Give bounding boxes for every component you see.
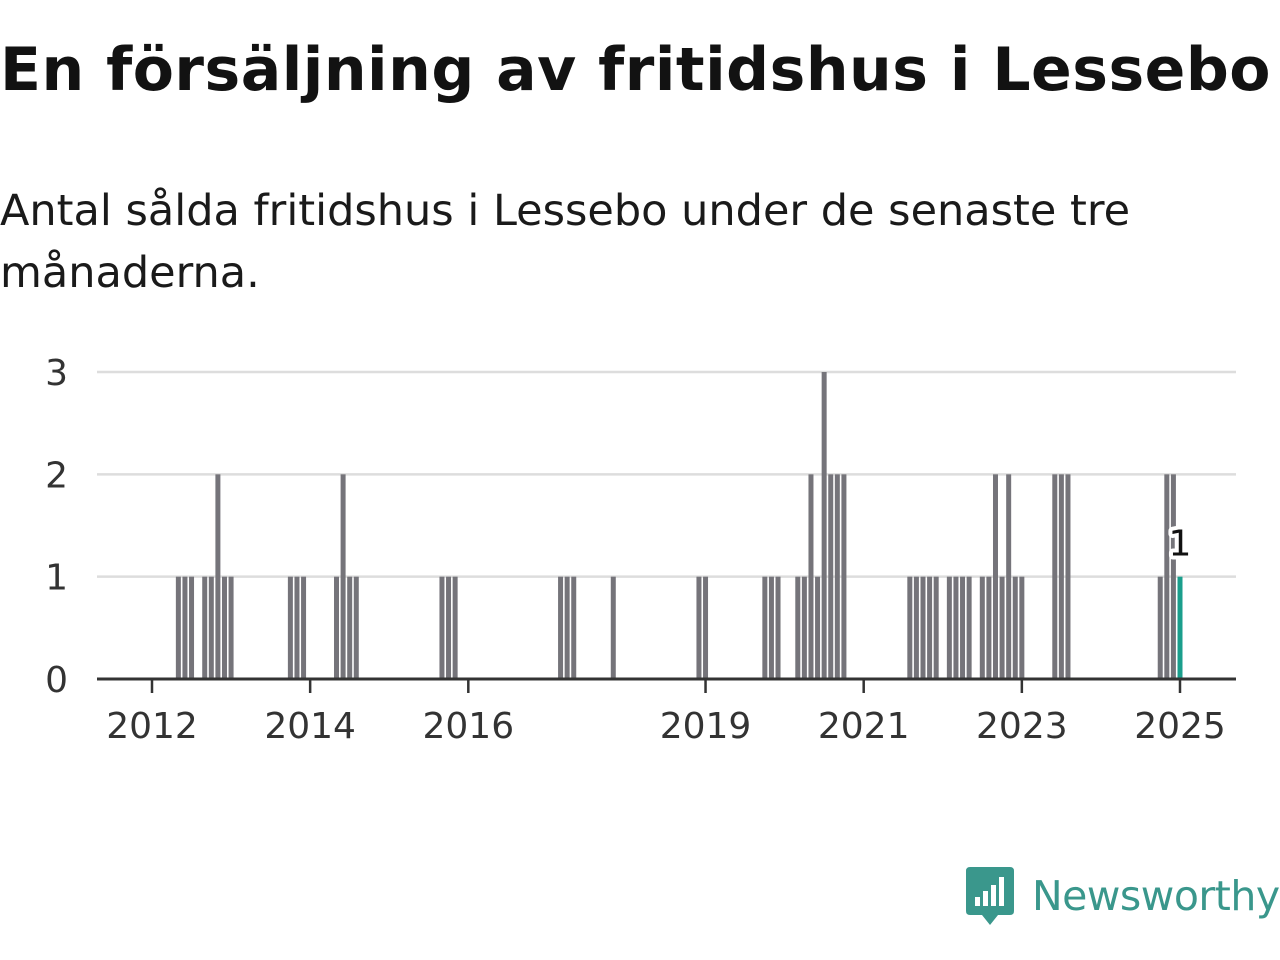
bar	[696, 576, 702, 679]
x-tick-label: 2012	[106, 706, 198, 747]
chart-subtitle: Antal sålda fritidshus i Lessebo under d…	[0, 186, 1131, 298]
bar	[446, 576, 452, 679]
bar	[564, 576, 570, 679]
bar	[610, 576, 616, 679]
bar	[841, 474, 847, 679]
bar	[189, 576, 195, 679]
newsworthy-logo-icon	[966, 867, 1014, 925]
axes: 0 1 2 3 2012 2014 2016 2019 2021 2023 2025	[45, 353, 1236, 747]
bar	[1164, 474, 1170, 679]
bar	[294, 576, 300, 679]
bar	[834, 474, 840, 679]
x-tick-label: 2021	[818, 706, 910, 747]
data-label-highlight: 1	[1169, 524, 1192, 565]
x-tick-label: 2016	[422, 706, 514, 747]
bar	[808, 474, 814, 679]
bar	[1058, 474, 1064, 679]
bar	[208, 576, 214, 679]
bar	[1157, 576, 1163, 679]
bar	[452, 576, 458, 679]
bar	[953, 576, 959, 679]
bar	[1065, 474, 1071, 679]
bar	[979, 576, 985, 679]
bar	[999, 576, 1005, 679]
bar	[558, 576, 564, 679]
bar	[347, 576, 353, 679]
bar-highlight	[1177, 576, 1183, 679]
bar	[287, 576, 293, 679]
bar	[703, 576, 709, 679]
bar	[1052, 474, 1058, 679]
y-tick-label: 0	[45, 660, 68, 701]
y-tick-label: 3	[45, 353, 68, 394]
x-tick-label: 2025	[1134, 706, 1226, 747]
bar	[228, 576, 234, 679]
bar	[768, 576, 774, 679]
bar	[946, 576, 952, 679]
bar	[815, 576, 821, 679]
newsworthy-logo-text: Newsworthy	[1032, 872, 1280, 920]
bar	[775, 576, 781, 679]
bars	[175, 372, 1183, 679]
gridlines	[97, 370, 1236, 578]
bar	[913, 576, 919, 679]
labels: 1	[1165, 520, 1196, 569]
bar	[801, 576, 807, 679]
bar	[907, 576, 913, 679]
bar	[439, 576, 445, 679]
bar	[960, 576, 966, 679]
bar	[1006, 474, 1012, 679]
bar	[340, 474, 346, 679]
bar	[215, 474, 221, 679]
bar	[927, 576, 933, 679]
bar	[1012, 576, 1018, 679]
bar-chart: 0 1 2 3 2012 2014 2016 2019 2021 2023 2025 1	[45, 353, 1236, 747]
y-tick-label: 2	[45, 455, 68, 496]
bar	[992, 474, 998, 679]
bar	[821, 372, 827, 679]
bar	[301, 576, 307, 679]
bar	[571, 576, 577, 679]
bar	[933, 576, 939, 679]
bar	[966, 576, 972, 679]
bar	[1019, 576, 1025, 679]
x-tick-label: 2023	[976, 706, 1068, 747]
bar	[920, 576, 926, 679]
bar	[334, 576, 340, 679]
bar	[202, 576, 208, 679]
bar	[175, 576, 181, 679]
x-tick-label: 2014	[264, 706, 356, 747]
y-tick-label: 1	[45, 558, 68, 599]
bar	[828, 474, 834, 679]
bar	[182, 576, 188, 679]
bar	[795, 576, 801, 679]
chart-title: En försäljning av fritidshus i Lessebo	[0, 35, 1272, 105]
bar	[1170, 474, 1176, 679]
bar	[986, 576, 992, 679]
newsworthy-logo: Newsworthy	[964, 864, 1280, 928]
bar	[221, 576, 227, 679]
x-tick-label: 2019	[660, 706, 752, 747]
bar	[353, 576, 359, 679]
bar	[762, 576, 768, 679]
